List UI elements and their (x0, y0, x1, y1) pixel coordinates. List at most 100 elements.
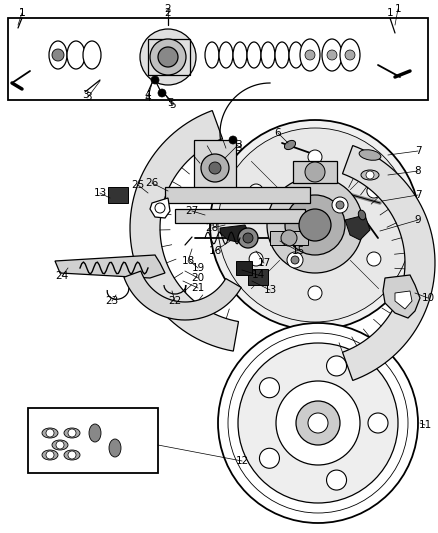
Circle shape (218, 128, 412, 322)
Ellipse shape (205, 42, 219, 68)
Text: 19: 19 (191, 263, 205, 273)
Circle shape (158, 47, 178, 67)
Bar (194, 140, 236, 195)
Circle shape (368, 413, 388, 433)
Text: 3: 3 (235, 140, 241, 150)
Text: 6: 6 (275, 128, 281, 138)
Circle shape (228, 333, 408, 513)
Circle shape (305, 162, 325, 182)
Ellipse shape (64, 450, 80, 460)
Ellipse shape (284, 140, 296, 150)
Text: 17: 17 (258, 258, 271, 268)
Circle shape (218, 323, 418, 523)
Circle shape (308, 413, 328, 433)
Circle shape (366, 171, 374, 179)
Text: 7: 7 (415, 190, 421, 200)
Text: 3: 3 (82, 90, 88, 100)
Ellipse shape (49, 41, 67, 69)
Circle shape (345, 50, 355, 60)
Text: 3: 3 (85, 92, 91, 102)
Circle shape (229, 136, 237, 144)
Bar (148, 39, 190, 75)
Circle shape (249, 252, 263, 266)
Ellipse shape (322, 39, 342, 71)
Circle shape (291, 256, 299, 264)
Circle shape (52, 49, 64, 61)
Text: 10: 10 (421, 293, 434, 303)
Text: 1: 1 (387, 8, 393, 18)
Polygon shape (383, 275, 420, 318)
Text: 16: 16 (208, 246, 222, 256)
Circle shape (259, 448, 279, 469)
Bar (108, 187, 128, 203)
Ellipse shape (340, 39, 360, 71)
Bar (175, 209, 305, 223)
Circle shape (367, 252, 381, 266)
Text: 9: 9 (415, 215, 421, 225)
Circle shape (243, 233, 253, 243)
Text: 1: 1 (395, 4, 401, 14)
Circle shape (46, 451, 54, 459)
Ellipse shape (247, 42, 261, 68)
Text: 2: 2 (165, 8, 171, 18)
Ellipse shape (261, 42, 275, 68)
Circle shape (201, 154, 229, 182)
Ellipse shape (67, 41, 85, 69)
Circle shape (336, 201, 344, 209)
Bar (236, 261, 252, 275)
Circle shape (249, 184, 263, 198)
Text: 1: 1 (19, 8, 25, 18)
Ellipse shape (64, 428, 80, 438)
Circle shape (287, 252, 303, 268)
Circle shape (56, 441, 64, 449)
Text: 4: 4 (145, 93, 151, 103)
Polygon shape (55, 255, 165, 278)
Text: 3: 3 (235, 143, 241, 153)
Circle shape (296, 401, 340, 445)
Text: 27: 27 (185, 206, 198, 216)
Text: 23: 23 (106, 296, 119, 306)
Circle shape (209, 162, 221, 174)
Bar (8, 18, 428, 100)
Bar (28, 408, 158, 473)
Ellipse shape (83, 41, 101, 69)
Text: 28: 28 (205, 223, 219, 233)
Polygon shape (343, 146, 435, 381)
Circle shape (155, 203, 165, 213)
Circle shape (308, 150, 322, 164)
Ellipse shape (358, 210, 366, 220)
Text: 1: 1 (19, 8, 25, 18)
Circle shape (150, 39, 186, 75)
Circle shape (327, 50, 337, 60)
Ellipse shape (42, 450, 58, 460)
Text: 21: 21 (191, 283, 205, 293)
Text: 5: 5 (169, 100, 175, 110)
Ellipse shape (275, 42, 289, 68)
Ellipse shape (359, 150, 381, 160)
Circle shape (140, 29, 196, 85)
Polygon shape (150, 198, 170, 218)
Text: 11: 11 (418, 420, 431, 430)
Circle shape (327, 356, 346, 376)
Ellipse shape (361, 170, 379, 180)
Text: 14: 14 (251, 270, 265, 280)
Circle shape (46, 429, 54, 437)
Ellipse shape (233, 42, 247, 68)
Ellipse shape (52, 440, 68, 450)
Text: 18: 18 (181, 256, 194, 266)
Ellipse shape (219, 42, 233, 68)
Polygon shape (130, 110, 239, 351)
Circle shape (158, 89, 166, 97)
Text: 25: 25 (131, 180, 145, 190)
Text: 15: 15 (291, 246, 304, 256)
Circle shape (281, 230, 297, 246)
Circle shape (151, 76, 159, 84)
Circle shape (210, 120, 420, 330)
Text: 22: 22 (168, 296, 182, 306)
Circle shape (276, 381, 360, 465)
Ellipse shape (42, 428, 58, 438)
Text: 4: 4 (145, 90, 151, 100)
Ellipse shape (300, 39, 320, 71)
Ellipse shape (289, 42, 303, 68)
Circle shape (238, 228, 258, 248)
